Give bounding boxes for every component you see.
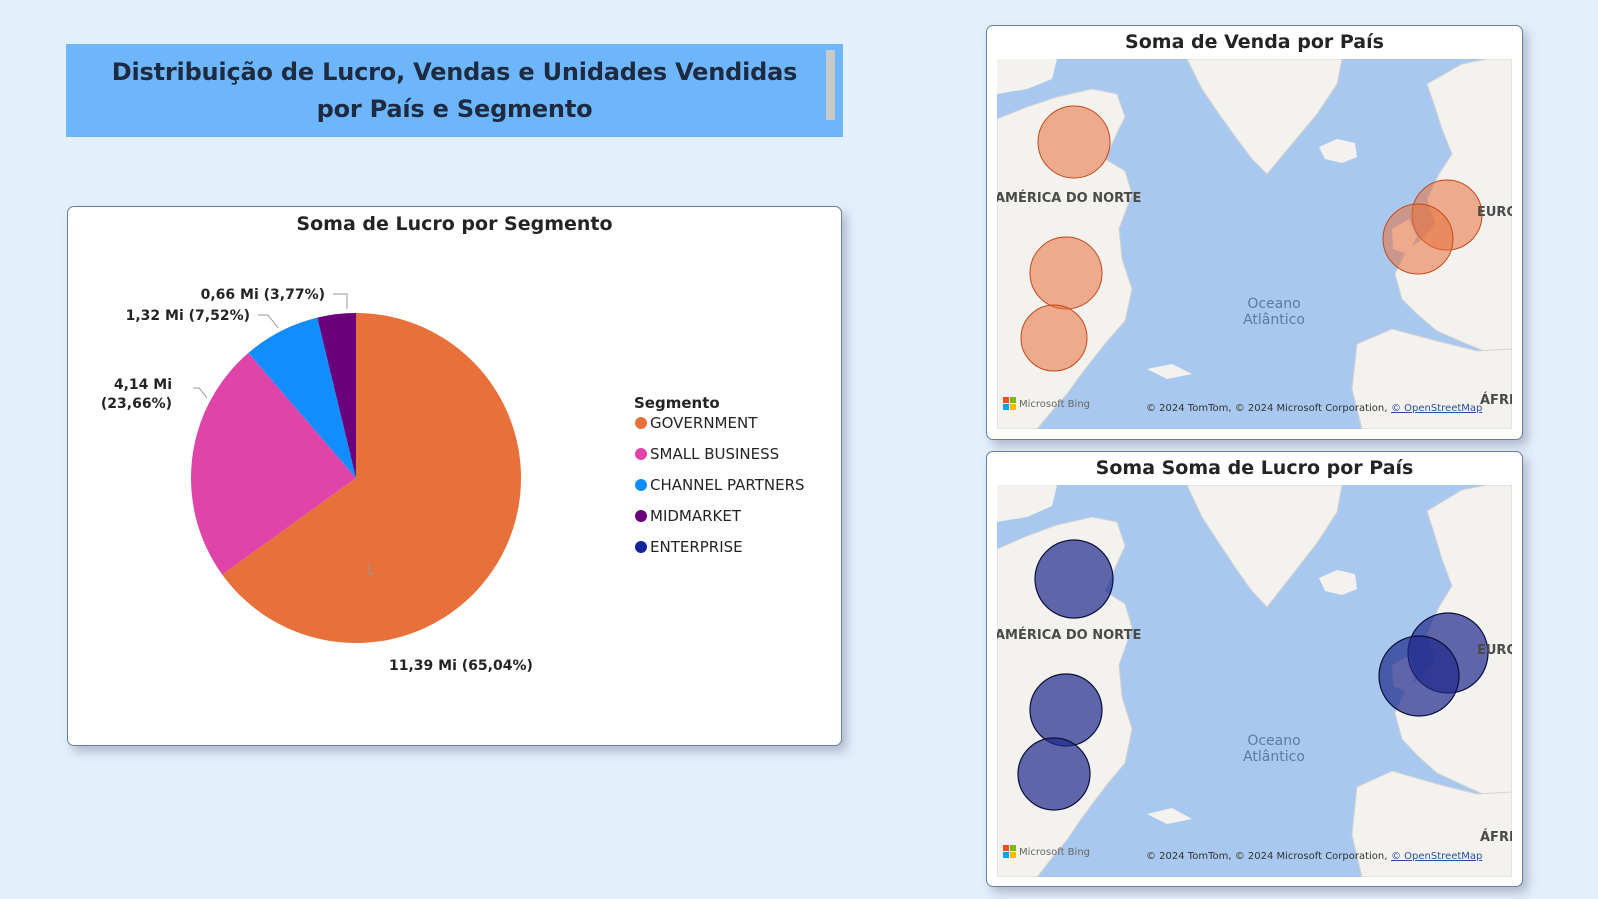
label-europe: EURO	[1477, 205, 1512, 220]
iceland-landmass	[1319, 139, 1357, 163]
profit-bubble-canada[interactable]	[1034, 539, 1114, 619]
sales-bubble-usa[interactable]	[1029, 236, 1103, 310]
sales-bubble-canada[interactable]	[1037, 105, 1111, 179]
legend-marker-midmarket	[635, 510, 647, 522]
pie-chart: 11,39 Mi (65,04%) 4,14 Mi (23,66%) 1,32 …	[101, 287, 805, 674]
legend-title: Segmento	[634, 394, 720, 412]
legend-marker-enterprise	[635, 541, 647, 553]
data-label-small-business-pct: (23,66%)	[101, 396, 172, 412]
africa-landmass	[1351, 328, 1512, 429]
pie-chart-title: Soma de Lucro por Segmento	[296, 213, 613, 235]
legend-marker-small-business	[635, 448, 647, 460]
report-title-banner: Distribuição de Lucro, Vendas e Unidades…	[66, 44, 843, 137]
label-africa: ÁFRI	[1480, 392, 1512, 408]
profit-bubble-france[interactable]	[1378, 635, 1460, 717]
profit-map-title: Soma Soma de Lucro por País	[1095, 457, 1414, 479]
label-africa: ÁFRI	[1480, 829, 1512, 845]
legend-marker-government	[635, 417, 647, 429]
caribbean-landmass	[1147, 808, 1192, 824]
label-ocean-line2: Atlântico	[1243, 312, 1305, 328]
leader-line-small-business	[193, 387, 208, 399]
map-attribution: © 2024 TomTom, © 2024 Microsoft Corporat…	[1146, 403, 1387, 414]
caribbean-landmass	[1147, 364, 1192, 379]
label-north-america: AMÉRICA DO NORTE	[997, 190, 1141, 206]
label-north-america: AMÉRICA DO NORTE	[997, 627, 1141, 643]
map-brand: Microsoft Bing	[1019, 847, 1090, 858]
osm-link[interactable]: © OpenStreetMap	[1391, 851, 1482, 862]
pie-slice-channel-partners[interactable]	[248, 317, 356, 478]
data-label-small-business-value: 4,14 Mi	[114, 377, 172, 393]
data-label-midmarket: 0,66 Mi (3,77%)	[201, 287, 325, 303]
label-europe: EURO	[1477, 643, 1512, 658]
sales-map[interactable]: AMÉRICA DO NORTE EURO ÁFRI Oceano Atlânt…	[997, 59, 1512, 429]
label-ocean-line1: Oceano	[1247, 733, 1300, 749]
microsoft-logo-icon	[1003, 845, 1016, 858]
pie-slice-government[interactable]	[222, 313, 521, 644]
sales-bubble-france[interactable]	[1382, 203, 1454, 275]
pie-chart-card[interactable]: Soma de Lucro por Segmento 11,39 Mi (65,…	[67, 206, 842, 746]
legend-item-enterprise[interactable]: ENTERPRISE	[650, 538, 743, 556]
arctic-landmass	[997, 485, 1057, 522]
profit-map-card[interactable]: Soma Soma de Lucro por País AMÉRICA DO N…	[986, 451, 1523, 887]
sales-map-title: Soma de Venda por País	[1125, 31, 1384, 53]
profit-bubble-mexico[interactable]	[1017, 737, 1091, 811]
osm-link[interactable]: © OpenStreetMap	[1391, 403, 1482, 414]
profit-map-canvas[interactable]: AMÉRICA DO NORTE EURO ÁFRI Oceano Atlânt…	[997, 485, 1512, 877]
leader-line-channel-partners	[258, 314, 279, 329]
pie-slice-small-business[interactable]	[191, 352, 356, 575]
report-title: Distribuição de Lucro, Vendas e Unidades…	[111, 57, 798, 123]
title-scrollbar[interactable]	[826, 50, 835, 120]
profit-bubble-usa[interactable]	[1029, 673, 1103, 747]
leader-line-government	[368, 563, 374, 575]
map-brand: Microsoft Bing	[1019, 399, 1090, 410]
africa-landmass	[1351, 770, 1512, 877]
pie-slice-midmarket[interactable]	[317, 313, 356, 478]
iceland-landmass	[1319, 570, 1357, 595]
greenland-landmass	[1186, 59, 1343, 175]
sales-map-canvas[interactable]: AMÉRICA DO NORTE EURO ÁFRI Oceano Atlânt…	[997, 59, 1512, 429]
label-ocean-line2: Atlântico	[1243, 749, 1305, 765]
microsoft-logo-icon	[1003, 397, 1016, 410]
sales-map-card[interactable]: Soma de Venda por País	[986, 25, 1523, 440]
sales-bubble-mexico[interactable]	[1020, 304, 1088, 372]
legend-marker-channel-partners	[635, 479, 647, 491]
leader-line-midmarket	[333, 293, 348, 309]
profit-map[interactable]: AMÉRICA DO NORTE EURO ÁFRI Oceano Atlânt…	[997, 485, 1512, 877]
arctic-landmass	[997, 59, 1057, 94]
label-ocean-line1: Oceano	[1247, 296, 1300, 312]
map-attribution: © 2024 TomTom, © 2024 Microsoft Corporat…	[1146, 851, 1387, 862]
legend-item-channel-partners[interactable]: CHANNEL PARTNERS	[650, 476, 805, 494]
legend-item-small-business[interactable]: SMALL BUSINESS	[650, 445, 779, 463]
data-label-channel-partners: 1,32 Mi (7,52%)	[126, 308, 250, 324]
greenland-landmass	[1186, 485, 1343, 608]
legend-item-midmarket[interactable]: MIDMARKET	[650, 507, 742, 525]
legend-item-government[interactable]: GOVERNMENT	[650, 414, 758, 432]
data-label-government: 11,39 Mi (65,04%)	[389, 658, 533, 674]
